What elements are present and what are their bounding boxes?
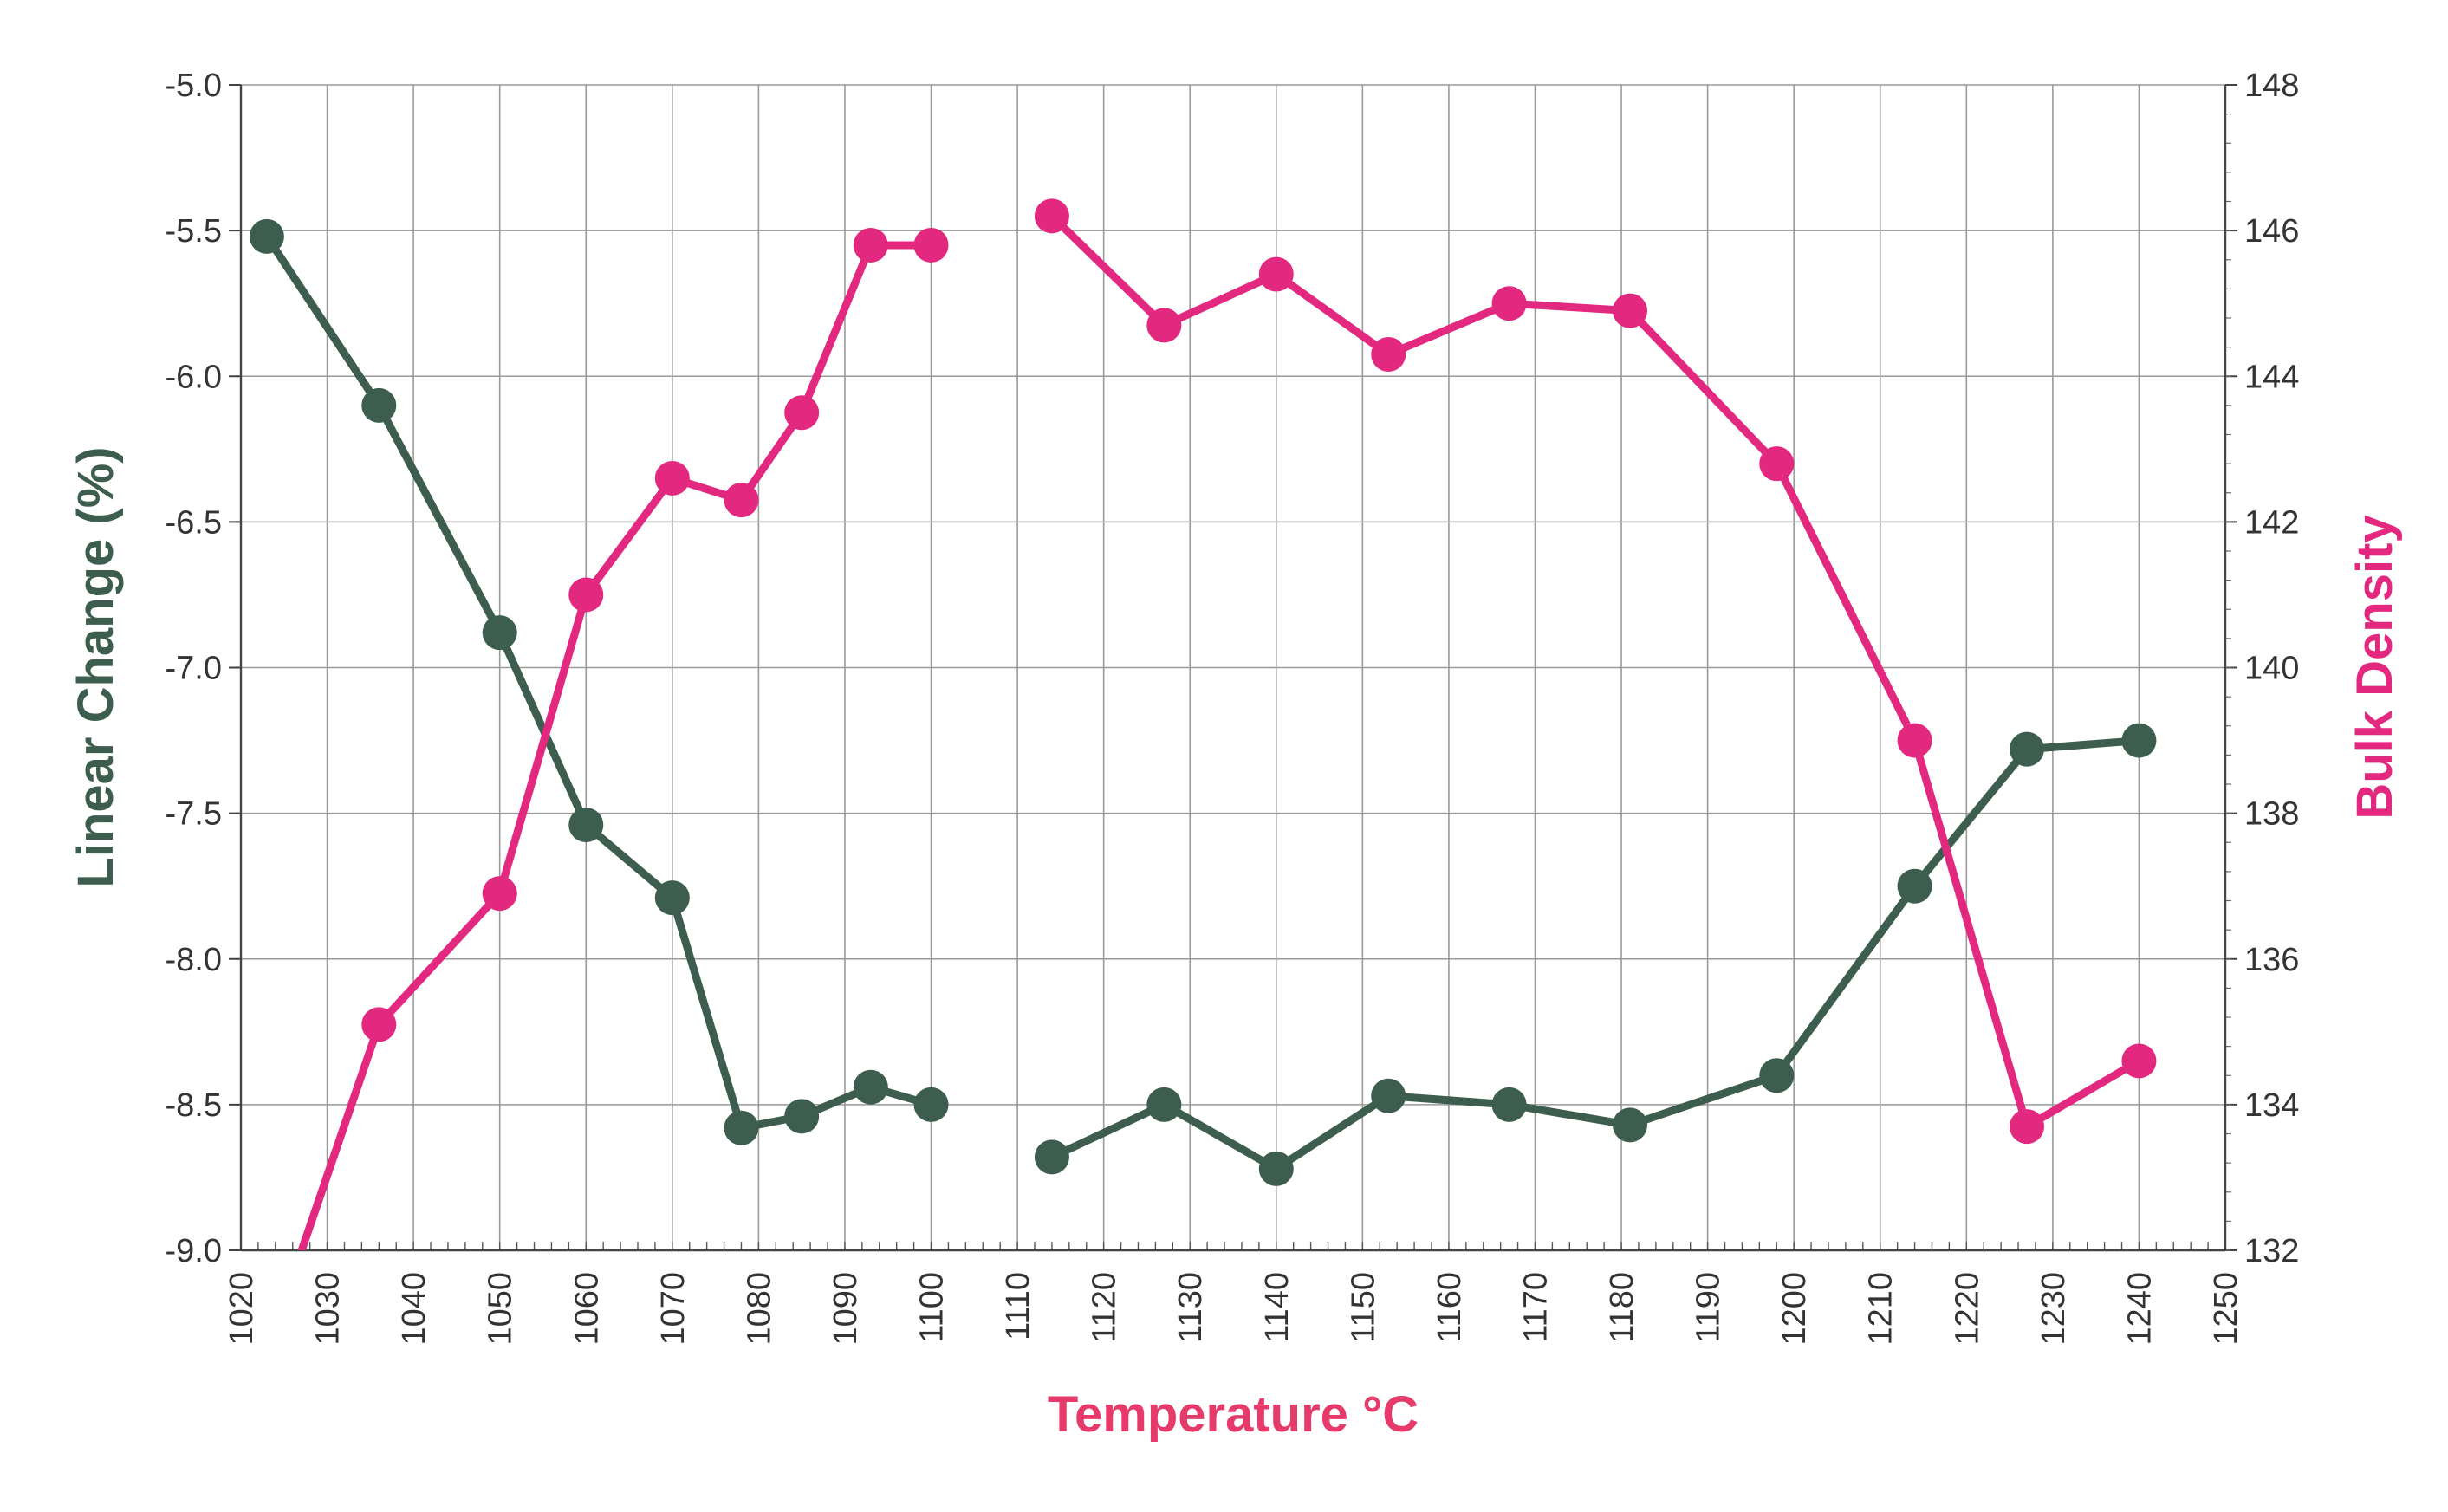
x-tick-label: 1180	[1604, 1272, 1640, 1343]
y-left-tick-label: -5.5	[166, 213, 222, 250]
y-right-tick-label: 140	[2244, 651, 2299, 687]
x-tick-label: 1240	[2121, 1272, 2158, 1346]
y-right-tick-label: 146	[2244, 213, 2299, 250]
y-right-tick-label: 136	[2244, 942, 2299, 978]
x-tick-label: 1070	[655, 1272, 692, 1346]
linear-change-point	[913, 1087, 949, 1122]
x-tick-label: 1030	[310, 1272, 347, 1346]
bulk-density-point	[1371, 337, 1406, 373]
linear-change-point	[1034, 1139, 1069, 1175]
bulk-density-point	[853, 227, 888, 263]
linear-change-line	[263, 232, 936, 1132]
linear-change-point	[724, 1110, 759, 1145]
y-right-tick-label: 138	[2244, 796, 2299, 833]
x-tick-label: 1110	[1000, 1272, 1036, 1340]
y-left-tick-label: -5.0	[166, 68, 222, 104]
y-right-tick-label: 134	[2244, 1087, 2299, 1124]
y-left-axis-title: Linear Change (%)	[68, 446, 124, 887]
y-left-tick-label: -6.5	[166, 504, 222, 541]
bulk-density-point	[913, 227, 949, 263]
bulk-density-point	[1759, 446, 1795, 482]
bulk-density-point	[1034, 198, 1069, 234]
bulk-density-point	[1258, 256, 1294, 292]
x-tick-label: 1210	[1863, 1272, 1899, 1346]
y-right-tick-label: 132	[2244, 1233, 2299, 1269]
linear-change-point	[1258, 1151, 1294, 1186]
x-tick-label: 1090	[828, 1272, 864, 1346]
y-left-tick-label: -8.5	[166, 1087, 222, 1124]
y-left-tick-label: -7.5	[166, 796, 222, 833]
x-axis-title: Temperature °C	[1048, 1386, 1419, 1443]
bulk-density-point	[482, 876, 517, 912]
y-left-tick-label: -9.0	[166, 1233, 222, 1269]
x-tick-label: 1160	[1432, 1272, 1468, 1343]
y-left-tick-label: -6.0	[166, 359, 222, 395]
linear-change-point	[1371, 1078, 1406, 1113]
x-tick-label: 1150	[1345, 1272, 1381, 1343]
x-tick-label: 1200	[1776, 1272, 1813, 1346]
bulk-density-point	[2010, 1109, 2044, 1145]
tick-labels: 1020 1030 1040 1050 1060 1070 1080 1090 1100 1110…	[166, 68, 2300, 1346]
bulk-density-point	[1146, 308, 1182, 343]
linear-change-point	[2010, 731, 2044, 767]
linear-change-point	[361, 387, 397, 423]
y-left-tick-label: -7.0	[166, 651, 222, 687]
linear-change-point	[249, 218, 284, 254]
y-right-tick-label: 148	[2244, 68, 2299, 104]
bulk-density-point	[724, 483, 759, 518]
bulk-density-point	[1491, 286, 1527, 321]
x-tick-label: 1170	[1517, 1272, 1554, 1343]
y-right-tick-label: 142	[2244, 504, 2299, 541]
x-tick-label: 1230	[2036, 1272, 2072, 1346]
bulk-density-point	[1897, 723, 1932, 758]
bulk-density-point	[654, 460, 690, 496]
linear-change-point	[568, 808, 604, 843]
x-tick-label: 1020	[224, 1272, 260, 1346]
linear-change-point	[1759, 1058, 1795, 1093]
linear-change-line	[1048, 737, 2143, 1173]
x-tick-label: 1050	[483, 1272, 519, 1346]
x-tick-label: 1100	[914, 1272, 951, 1343]
grid	[240, 84, 2226, 1251]
y-left-tick-label: -8.0	[166, 942, 222, 978]
x-tick-label: 1130	[1172, 1272, 1209, 1343]
y-right-axis-title: Bulk Density	[2347, 515, 2403, 819]
linear-change-point	[1897, 868, 1932, 904]
x-tick-label: 1140	[1259, 1272, 1295, 1343]
bulk-density-line	[1048, 211, 2143, 1131]
bulk-density-point	[784, 395, 820, 431]
series	[249, 198, 2157, 1250]
bulk-density-point	[361, 1007, 397, 1042]
linear-change-point	[853, 1069, 888, 1105]
y-right-tick-label: 144	[2244, 359, 2299, 395]
x-tick-label: 1080	[741, 1272, 777, 1346]
x-tick-label: 1250	[2208, 1272, 2244, 1346]
x-tick-label: 1040	[396, 1272, 432, 1346]
bulk-density-point	[1613, 293, 1647, 328]
linear-change-point	[784, 1099, 820, 1134]
bulk-density-point	[2121, 1043, 2157, 1079]
axes	[229, 84, 2237, 1252]
linear-change-point	[654, 880, 690, 916]
linear-change-point	[2121, 723, 2157, 758]
linear-change-point	[1613, 1107, 1647, 1143]
x-tick-label: 1190	[1691, 1272, 1727, 1343]
bulk-density-point	[568, 577, 604, 613]
x-tick-label: 1220	[1949, 1272, 1985, 1346]
linear-change-point	[482, 615, 517, 651]
x-tick-label: 1060	[568, 1272, 605, 1346]
x-tick-label: 1120	[1087, 1272, 1123, 1343]
linear-change-point	[1491, 1087, 1527, 1122]
linear-change-point	[1146, 1087, 1182, 1122]
